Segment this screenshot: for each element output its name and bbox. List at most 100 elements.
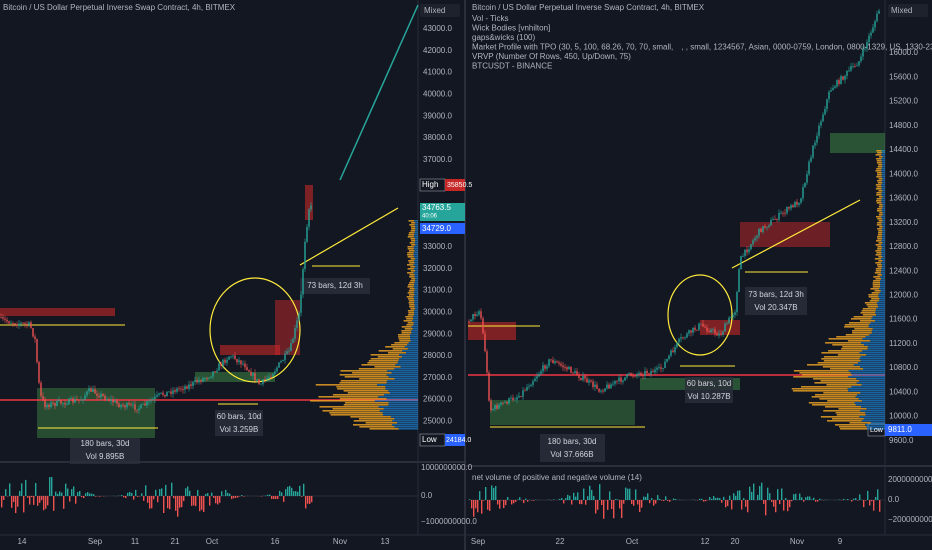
profile-bar: [414, 308, 418, 310]
candle: [822, 114, 824, 122]
candle: [526, 387, 528, 391]
candle: [576, 371, 578, 376]
scale-button[interactable]: [888, 4, 928, 17]
candle: [206, 378, 208, 379]
time-label: Sep: [88, 537, 103, 546]
profile-bar: [844, 324, 869, 326]
candle: [838, 80, 840, 84]
profile-bar: [378, 396, 418, 398]
profile-bar: [856, 378, 885, 380]
tag-box: [445, 179, 465, 191]
hist-bar: [141, 493, 143, 496]
candle: [844, 75, 846, 80]
candle: [468, 321, 470, 322]
hist-bar: [705, 500, 707, 502]
profile-bar: [881, 264, 885, 266]
hist-bar: [39, 496, 41, 503]
profile-bar: [402, 350, 418, 352]
profile-bar: [881, 172, 885, 174]
hist-bar: [617, 499, 619, 500]
candle: [738, 269, 740, 293]
profile-bar: [882, 220, 885, 222]
candle: [160, 392, 162, 394]
annotation: Vol 9.895B: [86, 452, 125, 461]
candle: [746, 249, 748, 253]
profile-bar: [881, 254, 885, 256]
profile-bar: [881, 198, 885, 200]
candle: [254, 373, 256, 381]
profile-bar: [414, 220, 418, 222]
profile-bar: [350, 416, 391, 418]
profile-bar: [407, 268, 414, 270]
hist-bar: [561, 498, 563, 500]
profile-bar: [365, 422, 398, 424]
profile-bar: [871, 330, 885, 332]
candle: [52, 402, 54, 404]
profile-bar: [808, 402, 855, 404]
profile-bar: [397, 422, 418, 424]
candle: [162, 392, 164, 395]
profile-bar: [881, 236, 885, 238]
hist-bar: [233, 496, 235, 499]
profile-bar: [412, 320, 418, 322]
hist-bar: [3, 496, 5, 500]
hist-bar: [643, 496, 645, 500]
hist-bar: [149, 496, 151, 509]
profile-bar: [861, 310, 876, 312]
candle: [538, 373, 540, 377]
profile-bar: [409, 224, 415, 226]
candle: [14, 323, 16, 325]
hist-bar: [191, 496, 193, 506]
profile-bar: [871, 318, 885, 320]
profile-bar: [398, 428, 418, 430]
hist-bar: [311, 496, 313, 503]
candle: [168, 391, 170, 393]
profile-bar: [377, 356, 402, 358]
hist-bar: [197, 489, 199, 496]
hist-bar: [703, 500, 705, 502]
hist-bar: [873, 500, 875, 511]
hist-bar: [593, 495, 595, 500]
candle: [862, 49, 864, 57]
profile-bar: [881, 268, 885, 270]
hist-bar: [155, 489, 157, 496]
candle: [226, 359, 228, 363]
profile-bar: [866, 354, 885, 356]
profile-bar: [415, 278, 418, 280]
candle: [564, 367, 566, 369]
candle: [700, 323, 702, 325]
annotation: 180 bars, 30d: [81, 439, 130, 448]
hist-bar: [785, 497, 787, 500]
hist-bar: [177, 496, 179, 517]
profile-bar: [408, 294, 415, 296]
profile-bar: [413, 314, 418, 316]
candle: [16, 324, 18, 326]
hist-bar: [793, 494, 795, 500]
candle: [678, 338, 680, 343]
price-label: 12400.0: [889, 266, 918, 275]
tag-value: 9811.0: [888, 425, 912, 434]
candle: [754, 238, 756, 241]
hist-bar: [67, 488, 69, 496]
profile-bar: [415, 222, 418, 224]
profile-bar: [859, 358, 885, 360]
profile-bar: [793, 376, 849, 378]
price-label: 37000.0: [423, 155, 452, 164]
hist-bar: [237, 496, 239, 498]
candle: [40, 382, 42, 396]
time-label: 20: [731, 537, 740, 546]
profile-bar: [413, 272, 418, 274]
profile-bar: [395, 364, 418, 366]
candle: [282, 360, 284, 362]
profile-bar: [863, 368, 885, 370]
profile-bar: [871, 292, 880, 294]
profile-bar: [875, 268, 882, 270]
hist-bar: [773, 500, 775, 507]
tag-value: 40:06: [422, 214, 438, 220]
profile-bar: [409, 304, 415, 306]
tag-box: [420, 223, 465, 234]
hist-bar: [639, 500, 641, 513]
profile-bar: [856, 382, 885, 384]
scale-button[interactable]: [420, 4, 460, 17]
hist-bar: [201, 496, 203, 510]
